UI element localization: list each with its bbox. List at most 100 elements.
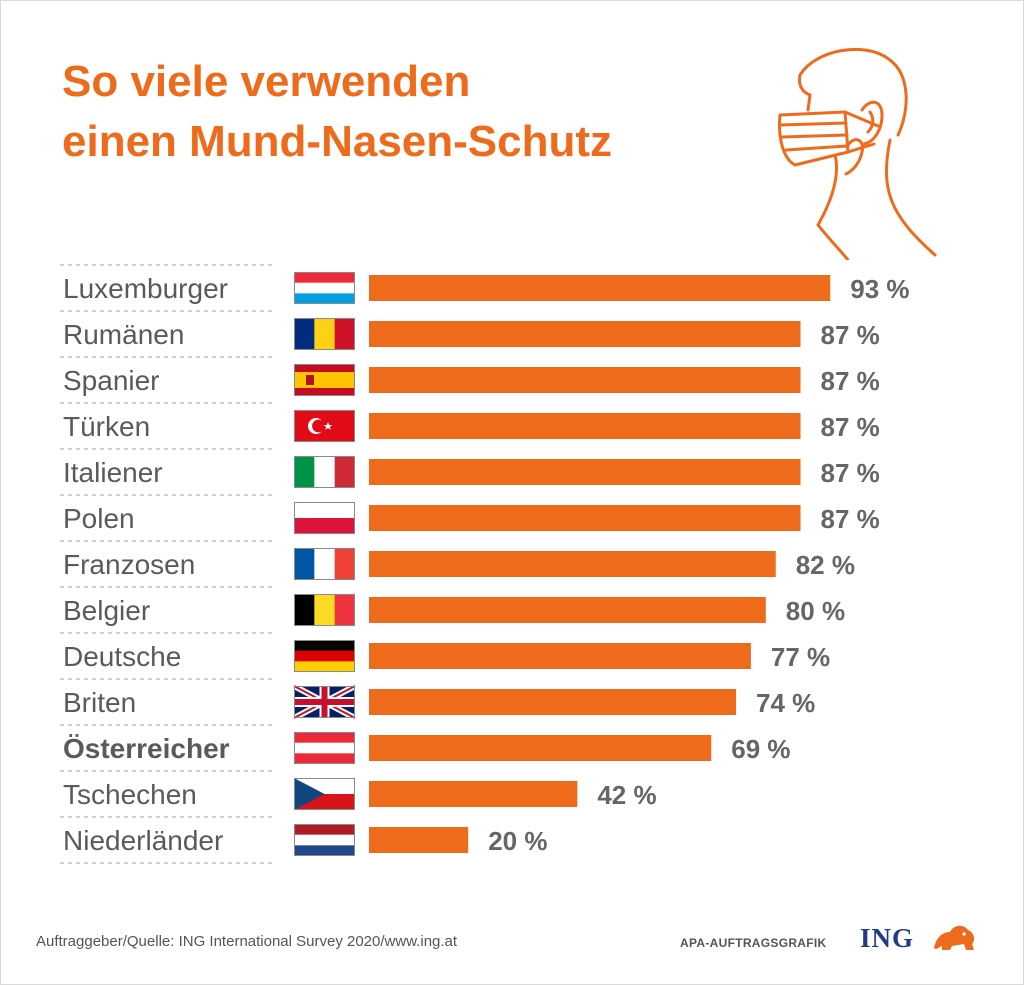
spain-emblem <box>306 375 314 385</box>
belgium-flag <box>294 594 355 626</box>
spain-flag <box>294 364 355 396</box>
flag-stripe <box>294 272 355 284</box>
category-label: Spanier <box>63 365 160 396</box>
bar <box>369 735 712 761</box>
category-label: Luxemburger <box>63 273 228 304</box>
value-label: 42 % <box>597 780 656 810</box>
flag-stripe <box>334 318 355 350</box>
uk-flag <box>292 683 357 721</box>
austria-flag <box>294 732 355 764</box>
flag-stripe <box>294 640 355 652</box>
bar-row: Italiener 87 % <box>60 456 880 496</box>
category-label: Franzosen <box>63 549 195 580</box>
italy-flag <box>294 456 355 488</box>
value-label: 87 % <box>821 412 880 442</box>
category-label: Briten <box>63 687 136 718</box>
category-label: Türken <box>63 411 150 442</box>
value-label: 87 % <box>821 504 880 534</box>
bar <box>369 643 751 669</box>
bar <box>369 505 801 531</box>
czech-flag <box>294 778 355 810</box>
category-label: Rumänen <box>63 319 184 350</box>
bar <box>369 275 831 301</box>
turkey-star <box>323 422 333 430</box>
bar-row: Österreicher 69 % <box>60 732 791 772</box>
bar-row: Briten 74 % <box>60 683 815 726</box>
category-label: Tschechen <box>63 779 197 810</box>
flag-border <box>294 272 355 304</box>
bar <box>369 413 801 439</box>
poland-flag <box>294 502 355 534</box>
flag-stripe <box>294 372 355 388</box>
value-label: 93 % <box>850 274 909 304</box>
bar <box>369 367 801 393</box>
flag-stripe <box>334 548 355 580</box>
value-label: 77 % <box>771 642 830 672</box>
uk-cross-red <box>294 699 355 705</box>
value-label: 74 % <box>756 688 815 718</box>
bar <box>369 827 469 853</box>
flag-border <box>294 364 355 396</box>
flag-stripe <box>294 650 355 662</box>
flag-stripe <box>294 594 315 626</box>
flag-border <box>294 318 355 350</box>
flag-stripe <box>294 282 355 294</box>
category-label: Niederländer <box>63 825 223 856</box>
bar <box>369 321 801 347</box>
category-label: Belgier <box>63 595 150 626</box>
flag-stripe <box>314 318 336 350</box>
bar-chart: Luxemburger 93 %Rumänen 87 %Spanier 87 %Tür… <box>60 264 910 864</box>
flag-stripe <box>294 732 355 744</box>
flag-stripe <box>294 742 355 754</box>
flag-stripe <box>294 502 355 518</box>
czech-triangle <box>294 778 325 810</box>
bar-row: Niederländer 20 % <box>60 824 547 864</box>
category-label: Österreicher <box>63 733 230 764</box>
chart-title: So viele verwenden einen Mund-Nasen-Schu… <box>62 52 612 172</box>
luxembourg-flag <box>294 272 355 304</box>
flag-border <box>294 778 355 810</box>
flag-stripe <box>314 456 336 488</box>
flag-border <box>294 686 355 718</box>
flag-stripe <box>314 594 336 626</box>
flag-stripe <box>314 548 336 580</box>
value-label: 87 % <box>821 366 880 396</box>
bar-row: Polen 87 % <box>60 502 880 542</box>
value-label: 80 % <box>786 596 845 626</box>
bar-row: Deutsche 77 % <box>60 640 830 680</box>
flag-stripe <box>294 548 315 580</box>
flag-stripe <box>294 293 355 304</box>
ing-lion-icon <box>934 925 975 950</box>
value-label: 87 % <box>821 320 880 350</box>
value-label: 87 % <box>821 458 880 488</box>
bar-row: Tschechen 42 % <box>60 778 657 818</box>
bar <box>369 597 766 623</box>
bar-row: Rumänen 87 % <box>60 318 880 358</box>
flag-stripe <box>334 456 355 488</box>
bar-row: Luxemburger 93 % <box>60 272 910 312</box>
flag-border <box>294 594 355 626</box>
flag-border <box>294 502 355 534</box>
value-label: 82 % <box>796 550 855 580</box>
flag-border <box>294 456 355 488</box>
flag-stripe <box>294 834 355 846</box>
category-label: Italiener <box>63 457 163 488</box>
flag-stripe <box>294 364 355 372</box>
bar-row: Türken 87 % <box>60 410 880 450</box>
credit-label: APA-AUFTRAGSGRAFIK <box>680 936 827 950</box>
value-label: 69 % <box>731 734 790 764</box>
category-label: Deutsche <box>63 641 181 672</box>
flag-stripe <box>294 661 355 672</box>
ing-logo: ING <box>860 923 915 953</box>
bar <box>369 781 578 807</box>
masked-person-icon <box>778 47 937 260</box>
flag-border <box>294 732 355 764</box>
value-label: 20 % <box>488 826 547 856</box>
bar <box>369 551 776 577</box>
source-note: Auftraggeber/Quelle: ING International S… <box>36 933 458 950</box>
bar-row: Franzosen 82 % <box>60 548 855 588</box>
france-flag <box>294 548 355 580</box>
bar <box>369 459 801 485</box>
category-label: Polen <box>63 503 135 534</box>
turkey-crescent-cut <box>312 419 325 433</box>
